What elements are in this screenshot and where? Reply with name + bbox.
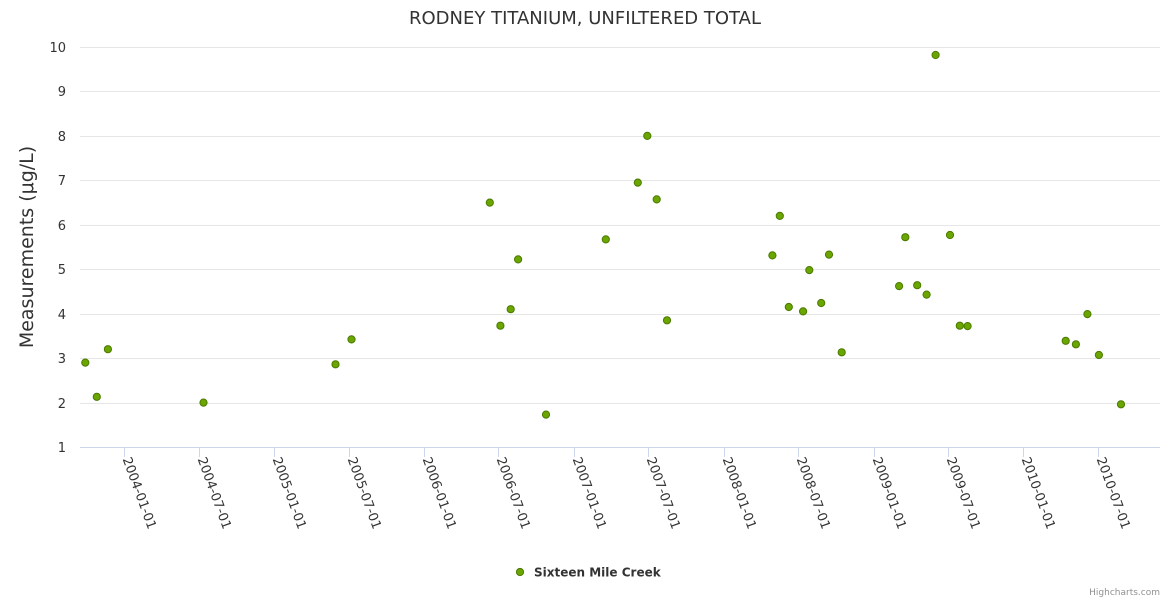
data-point[interactable] [922,290,931,299]
y-tick-label: 7 [58,174,66,189]
data-point[interactable] [81,358,90,367]
data-point[interactable] [775,211,784,220]
x-tick-label: 2010-01-01 [1018,455,1058,531]
data-point[interactable] [817,298,826,308]
y-tick-label: 9 [58,85,66,100]
x-tick-label: 2009-01-01 [869,455,909,531]
data-point[interactable] [1061,336,1070,345]
data-point[interactable] [485,198,494,207]
x-tick-label: 2004-01-01 [119,455,159,531]
x-axis-ticks: 2004-01-01 2004-07-01 2005-01-01 2005-07-01… [119,447,1133,531]
y-tick-label: 1 [58,441,66,456]
data-point[interactable] [1094,350,1104,360]
data-points [81,50,1126,419]
x-tick-label: 2004-07-01 [194,455,234,531]
y-axis-ticks: 1 2 3 4 5 6 7 8 9 10 [49,41,66,456]
data-point[interactable] [837,348,846,357]
x-tick-label: 2006-07-01 [493,455,533,531]
y-axis-label: Measurements (μg/L) [16,146,38,348]
y-tick-label: 3 [58,352,66,367]
chart-title: RODNEY TITANIUM, UNFILTERED TOTAL [409,8,761,29]
y-tick-label: 5 [58,263,66,278]
data-point[interactable] [784,302,793,312]
data-point[interactable] [895,282,904,291]
data-point[interactable] [601,235,610,244]
x-tick-label: 2009-07-01 [943,455,983,531]
data-point[interactable] [633,178,642,187]
data-point[interactable] [1083,310,1092,319]
data-point[interactable] [92,392,101,401]
data-point[interactable] [963,322,972,331]
data-point[interactable] [331,360,340,369]
y-tick-label: 4 [58,308,66,323]
data-point[interactable] [913,281,922,290]
data-point[interactable] [643,131,652,140]
x-tick-label: 2008-01-01 [719,455,759,531]
data-point[interactable] [799,307,808,316]
x-tick-label: 2008-07-01 [793,455,833,531]
data-point[interactable] [1071,340,1081,349]
data-point[interactable] [824,250,834,259]
x-tick-label: 2005-01-01 [269,455,309,531]
data-point[interactable] [931,50,940,60]
credits-link[interactable]: Highcharts.com [1089,588,1160,598]
y-tick-label: 10 [49,41,66,56]
data-point[interactable] [901,233,910,242]
x-tick-label: 2007-07-01 [643,455,683,531]
data-point[interactable] [347,335,356,344]
x-tick-label: 2007-01-01 [569,455,609,531]
data-point[interactable] [199,398,208,407]
legend-item-label: Sixteen Mile Creek [534,566,662,580]
y-tick-label: 6 [58,219,66,234]
data-point[interactable] [1116,400,1126,409]
legend-marker-icon [515,567,525,577]
data-point[interactable] [652,195,661,204]
x-tick-label: 2010-07-01 [1093,455,1133,531]
data-point[interactable] [496,321,505,330]
data-point[interactable] [955,321,964,330]
data-point[interactable] [514,255,523,264]
legend[interactable]: Sixteen Mile Creek [515,566,662,580]
data-point[interactable] [541,410,551,419]
y-tick-label: 2 [58,397,66,412]
x-tick-label: 2006-01-01 [419,455,459,531]
x-tick-label: 2005-07-01 [344,455,384,531]
data-point[interactable] [945,230,955,240]
data-point[interactable] [506,305,515,314]
grid-lines [80,47,1160,404]
data-point[interactable] [103,345,113,354]
y-tick-label: 8 [58,130,66,145]
data-point[interactable] [805,266,814,275]
data-point[interactable] [662,316,672,325]
data-point[interactable] [768,251,777,260]
